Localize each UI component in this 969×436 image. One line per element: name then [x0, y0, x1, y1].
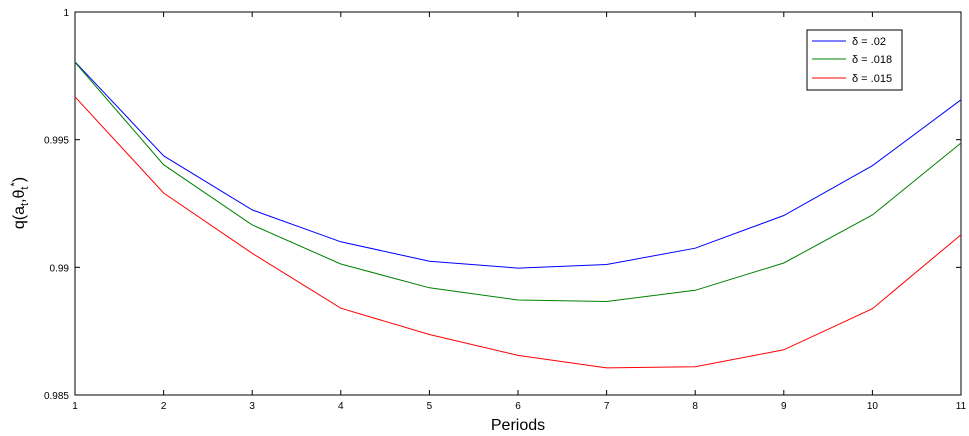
x-tick-label: 5 — [427, 401, 433, 412]
ticks-layer: 1 2 3 4 5 6 7 8 9 10 11 0.985 0.99 0.995 1 — [44, 8, 967, 412]
series-line-2 — [74, 96, 962, 369]
legend-label-0: δ = .02 — [852, 36, 886, 48]
legend-box — [806, 29, 903, 91]
x-tick-label: 1 — [72, 401, 78, 412]
x-tick-label: 9 — [781, 401, 787, 412]
x-tick-label: 2 — [161, 401, 167, 412]
legend-label-1: δ = .018 — [852, 54, 892, 66]
series-line-1 — [74, 61, 962, 303]
x-tick-label: 10 — [867, 401, 879, 412]
x-tick-label: 11 — [956, 401, 967, 412]
x-tick-label: 3 — [249, 401, 255, 412]
y-tick-label: 0.985 — [44, 391, 69, 402]
y-tick-label: 1 — [63, 8, 69, 19]
y-axis-label: q(at,θt*) — [9, 177, 31, 229]
x-tick-label: 8 — [692, 401, 698, 412]
x-tick-label: 7 — [604, 401, 610, 412]
x-axis-label: Periods — [491, 417, 545, 434]
y-tick-label: 0.995 — [44, 136, 69, 147]
legend-label-2: δ = .015 — [852, 73, 892, 85]
x-tick-label: 6 — [515, 401, 521, 412]
series-layer — [74, 61, 962, 369]
x-tick-label: 4 — [338, 401, 344, 412]
y-tick-label: 0.99 — [50, 263, 70, 274]
legend: δ = .02 δ = .018 δ = .015 — [806, 29, 903, 91]
series-line-0 — [74, 61, 962, 269]
